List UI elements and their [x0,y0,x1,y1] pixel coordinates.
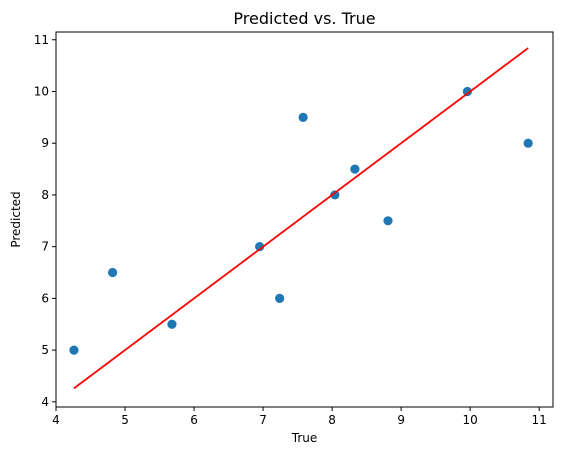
y-tick-label: 4 [41,395,49,409]
x-tick-label: 8 [328,413,336,427]
scatter-point [350,164,360,174]
x-tick-label: 11 [532,413,547,427]
plot-area-frame [55,31,554,408]
x-axis-label: True [291,431,318,445]
scatter-point [523,138,533,148]
scatter-point [108,267,118,278]
scatter-point [383,216,393,226]
scatter-point [69,345,79,355]
chart-title: Predicted vs. True [233,9,375,28]
scatter-point [167,319,177,329]
x-tick-label: 4 [52,413,60,427]
y-tick-label: 7 [41,240,49,254]
y-tick-label: 9 [41,136,49,150]
scatter-point [298,112,308,122]
y-tick-label: 10 [34,84,49,98]
x-tick-label: 5 [121,413,129,427]
x-tick-label: 10 [463,413,478,427]
x-tick-label: 7 [259,413,267,427]
fit-line [73,47,529,390]
scatter-point [275,293,285,303]
scatter-point [462,86,473,97]
y-tick-label: 8 [41,188,49,202]
y-tick-label: 6 [41,291,49,305]
scatter-point [330,190,340,200]
y-axis-label: Predicted [9,191,23,247]
scatter-point [255,242,265,252]
x-tick-label: 9 [397,413,405,427]
x-tick-label: 6 [190,413,198,427]
y-tick-label: 5 [41,343,49,357]
y-tick-label: 11 [34,33,49,47]
